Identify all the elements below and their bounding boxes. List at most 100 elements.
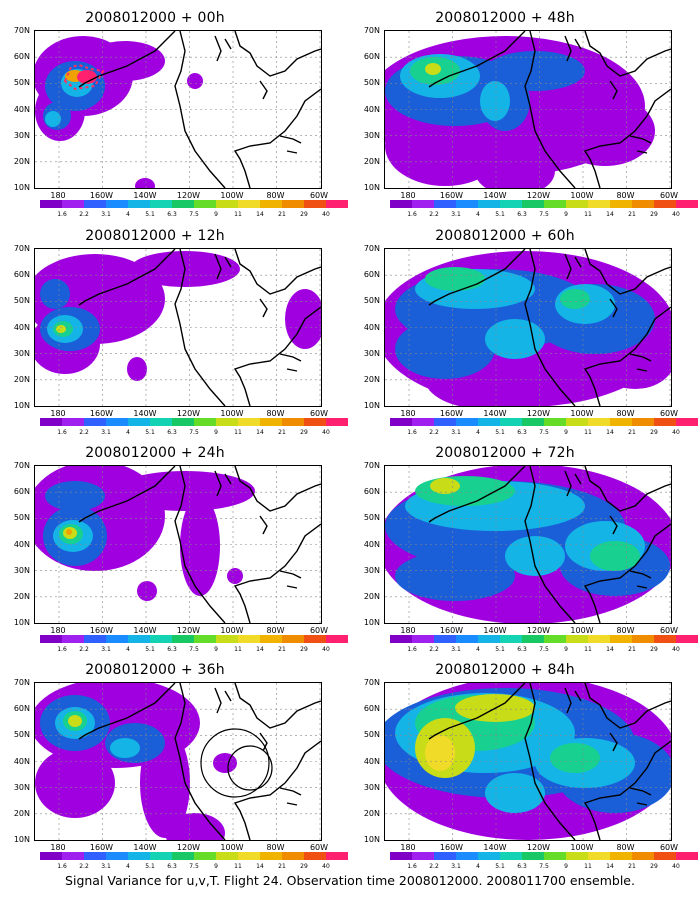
variance-contour [40,279,70,309]
colorbar-swatch [522,635,544,643]
colorbar-swatch [588,200,610,208]
colorbar-label: 11 [584,646,592,653]
coastline [234,683,321,729]
colorbar-label: 2.2 [429,646,439,653]
panel-title: 2008012000 + 12h [85,228,225,244]
colorbar-label: 21 [628,646,636,653]
variance-contour [68,715,82,727]
coastline [279,135,302,144]
colorbar-label: 9 [564,429,568,436]
map-svg [35,466,321,623]
colorbar-swatch [500,852,522,860]
colorbar-swatch [304,418,326,426]
lat-tick-label: 50N [13,296,30,306]
panel-title: 2008012000 + 36h [85,662,225,678]
colorbar-swatch [238,635,260,643]
colorbar-swatch [326,200,348,208]
lat-tick-label: 70N [363,461,380,470]
coastline [584,31,671,77]
lat-tick-label: 50N [13,513,30,523]
lat-tick-label: 50N [363,513,380,523]
colorbar-label: 2.2 [429,429,439,436]
coastline [174,466,226,623]
map-panel: 2008012000 + 24h 70N 60N 50N 40N 30N 20N 10N 180… [0,435,348,657]
colorbar-label: 4 [126,211,130,218]
colorbar-swatch [194,200,216,208]
colorbar-swatch [106,418,128,426]
colorbar-label: 7.5 [539,646,549,653]
colorbar-swatch [194,852,216,860]
lon-tick-label: 60W [309,843,329,852]
lon-tick-label: 180 [400,409,416,418]
coastline [428,249,526,306]
colorbar-swatch [326,852,348,860]
lat-tick-label: 10N [363,401,380,410]
colorbar-swatch [500,635,522,643]
lat-tick-label: 30N [363,348,380,358]
lon-tick-label: 120W [526,409,551,418]
colorbar-label: 14 [606,211,614,218]
lat-tick-label: 40N [13,104,30,114]
lat-tick-label: 20N [13,156,30,166]
colorbar-label: 14 [256,646,264,653]
lat-tick-label: 10N [363,835,380,844]
coastline [234,466,321,512]
colorbar-swatch [172,200,194,208]
colorbar-label: 3.1 [101,429,111,436]
colorbar-label: 1.6 [57,429,67,436]
colorbar-label: 21 [278,646,286,653]
colorbar [390,635,698,643]
variance-contour [415,476,515,506]
coastline [574,473,582,485]
variance-contour [135,178,155,188]
lat-tick-label: 70N [13,26,30,35]
coastline [636,802,648,806]
map-area [34,30,322,189]
coastline [574,38,582,50]
colorbar-label: 21 [278,211,286,218]
coastline [428,31,526,88]
lat-tick-label: 40N [363,104,380,114]
colorbar-label: 6.3 [517,429,527,436]
colorbar-swatch [304,200,326,208]
coastline [259,298,268,318]
colorbar-swatch [654,635,676,643]
coastline [609,732,618,752]
colorbar-swatch [150,635,172,643]
colorbar [390,852,698,860]
lon-tick-label: 100W [570,409,594,418]
colorbar-label: 4 [126,429,130,436]
variance-contour [395,551,515,601]
colorbar-label: 14 [606,646,614,653]
verification-circle [227,745,273,791]
variance-contour [285,289,321,349]
colorbar-label: 4 [476,863,480,870]
colorbar-label: 3.1 [101,646,111,653]
colorbar-swatch [260,418,282,426]
colorbar-swatch [128,418,150,426]
coastline [259,732,268,752]
variance-contour [180,496,220,596]
coastline [629,570,652,579]
lon-tick-label: 100W [570,843,594,852]
colorbar-swatch [62,852,84,860]
coastline [174,249,226,406]
colorbar-swatch [128,852,150,860]
panel-title: 2008012000 + 00h [85,10,225,26]
map-panel: 2008012000 + 84h 70N 60N 50N 40N 30N 20N 10N 180… [350,652,698,874]
lat-tick-label: 60N [13,270,30,280]
colorbar-label: 4 [476,646,480,653]
colorbar-swatch [632,200,654,208]
colorbar-label: 9 [214,211,218,218]
lon-tick-label: 180 [50,843,66,852]
colorbar-swatch [500,418,522,426]
colorbar-label: 29 [300,646,308,653]
colorbar-swatch [412,852,434,860]
lon-tick-label: 160W [89,409,114,418]
coastline [234,249,321,295]
variance-contour [45,481,105,511]
colorbar-label: 7.5 [189,646,199,653]
colorbar-swatch [282,200,304,208]
lat-tick-label: 40N [13,756,30,766]
lat-tick-label: 70N [13,244,30,253]
